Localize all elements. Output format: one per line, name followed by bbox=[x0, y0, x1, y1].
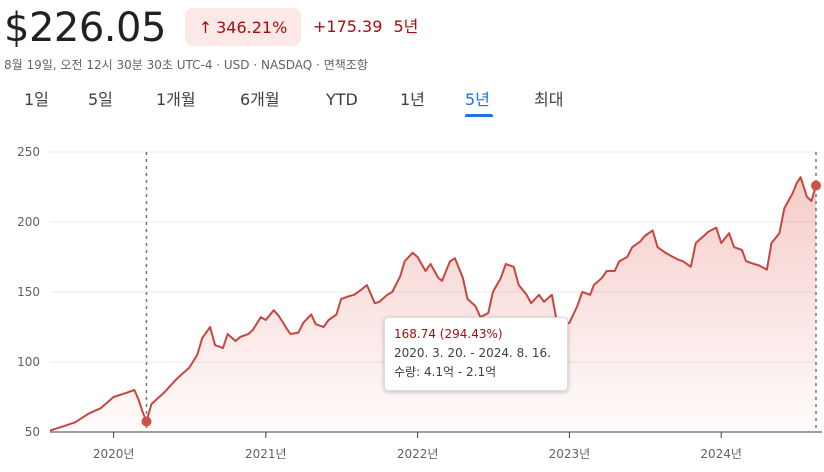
chart-tooltip: 168.74 (294.43%) 2020. 3. 20. - 2024. 8.… bbox=[384, 317, 568, 391]
y-tick-label: 150 bbox=[17, 285, 40, 299]
y-tick-label: 250 bbox=[17, 145, 40, 159]
range-tabs: 1일 5일 1개월 6개월 YTD 1년 5년 최대 bbox=[0, 86, 600, 118]
start-point-marker[interactable] bbox=[141, 416, 152, 427]
tab-1d[interactable]: 1일 bbox=[24, 90, 49, 109]
tab-ytd[interactable]: YTD bbox=[326, 90, 358, 109]
change-absolute: +175.39 bbox=[313, 17, 383, 36]
price-line bbox=[49, 176, 817, 432]
tab-1m[interactable]: 1개월 bbox=[156, 90, 196, 109]
tab-1y[interactable]: 1년 bbox=[400, 90, 425, 109]
x-tick-label: 2021년 bbox=[245, 447, 287, 461]
y-tick-label: 50 bbox=[25, 425, 40, 439]
change-period: 5년 bbox=[393, 17, 419, 36]
x-tick-label: 2024년 bbox=[700, 447, 742, 461]
quote-meta: 8월 19일, 오전 12시 30분 30초 UTC-4 · USD · NAS… bbox=[4, 58, 368, 72]
x-tick-label: 2022년 bbox=[397, 447, 439, 461]
price-chart[interactable]: 250 200 150 100 50 2020년 2021년 2022년 2023년 2024년 bbox=[0, 135, 824, 472]
end-point-marker[interactable] bbox=[811, 180, 821, 191]
change-percent: 346.21% bbox=[216, 17, 288, 37]
tooltip-date-range: 2020. 3. 20. - 2024. 8. 16. bbox=[394, 346, 551, 360]
arrow-up-icon: ↑ bbox=[198, 17, 213, 37]
change-absolute-group: +175.39 5년 bbox=[313, 14, 418, 40]
tooltip-volume: 수량: 4.1억 - 2.1억 bbox=[394, 365, 497, 379]
x-tick-label: 2023년 bbox=[549, 447, 591, 461]
price-value: $226.05 bbox=[4, 5, 166, 51]
y-tick-label: 200 bbox=[17, 215, 40, 229]
y-tick-label: 100 bbox=[17, 355, 40, 369]
x-tick-label: 2020년 bbox=[93, 447, 135, 461]
tab-5d[interactable]: 5일 bbox=[88, 90, 113, 109]
tab-max[interactable]: 최대 bbox=[534, 90, 564, 109]
active-tab-indicator bbox=[465, 114, 493, 117]
change-percent-pill: ↑ 346.21% bbox=[185, 8, 301, 46]
price-area bbox=[50, 177, 816, 432]
tab-6m[interactable]: 6개월 bbox=[240, 90, 280, 109]
tab-5y[interactable]: 5년 bbox=[465, 90, 490, 109]
tooltip-value: 168.74 (294.43%) bbox=[394, 327, 503, 341]
